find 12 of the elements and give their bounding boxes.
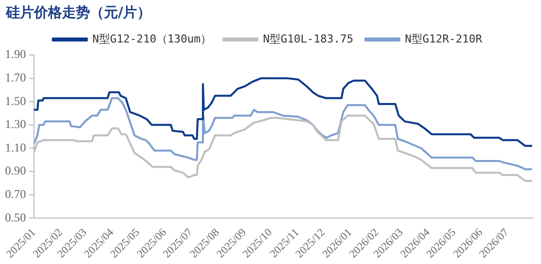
- y-tick-label: 0.50: [5, 210, 26, 224]
- y-tick-label: 1.10: [5, 140, 26, 154]
- chart-title: 硅片价格走势（元/片）: [6, 4, 152, 22]
- y-tick-label: 1.70: [5, 70, 26, 84]
- y-tick-label: 1.90: [5, 47, 26, 62]
- legend-label: N型G12-210（130um）: [92, 32, 212, 46]
- legend-label: N型G12R-210R: [404, 32, 483, 46]
- legend-label: N型G10L-183.75: [262, 32, 354, 46]
- y-tick-label: 1.50: [5, 94, 26, 108]
- y-tick-label: 0.90: [5, 164, 26, 178]
- y-tick-label: 0.70: [5, 187, 26, 202]
- y-tick-label: 1.30: [5, 117, 26, 132]
